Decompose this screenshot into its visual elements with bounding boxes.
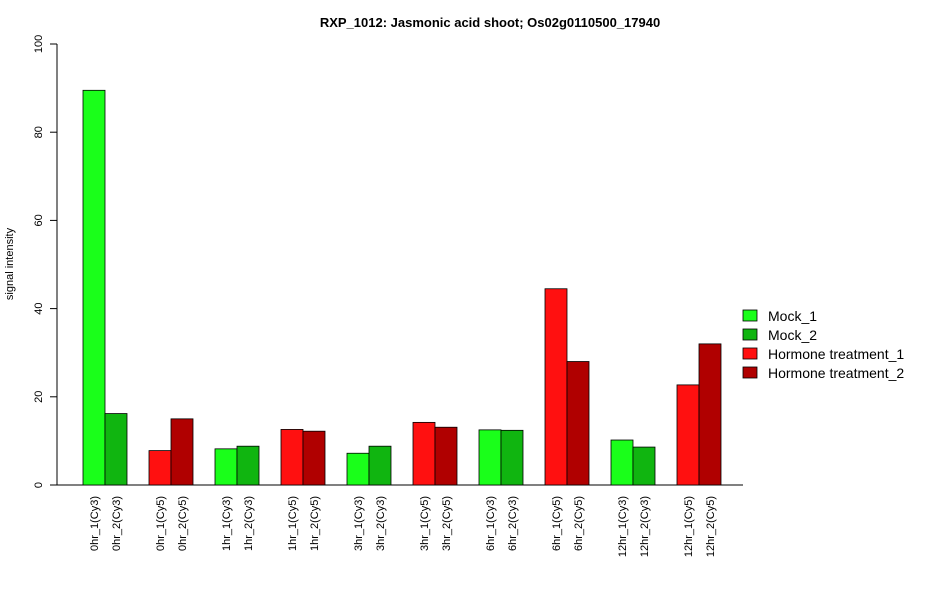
bar <box>544 288 568 486</box>
bar <box>676 384 700 486</box>
y-tick-label: 0 <box>33 482 45 488</box>
bar <box>236 445 260 486</box>
x-tick-label: 3hr_1(Cy3) <box>353 496 365 551</box>
legend-label: Hormone treatment_1 <box>768 346 904 362</box>
y-tick-label: 40 <box>33 302 45 314</box>
x-tick-label: 1hr_2(Cy3) <box>243 496 255 551</box>
legend: Mock_1 Mock_2 Hormone treatment_1 Hormone t… <box>742 308 904 381</box>
bar <box>478 429 502 486</box>
x-tick-labels: 0hr_1(Cy3) 0hr_2(Cy3) 0hr_1(Cy5) 0hr_2(Cy5)… <box>89 496 717 557</box>
bar <box>434 426 458 486</box>
bar <box>698 343 722 486</box>
x-tick-label: 1hr_1(Cy5) <box>287 496 299 551</box>
bar <box>412 421 436 486</box>
x-tick-label: 12hr_1(Cy5) <box>683 496 695 557</box>
x-tick-label: 12hr_1(Cy3) <box>617 496 629 557</box>
x-tick-label: 6hr_2(Cy5) <box>573 496 585 551</box>
x-tick-label: 3hr_1(Cy5) <box>419 496 431 551</box>
legend-swatch <box>742 347 758 360</box>
bar <box>500 429 524 486</box>
bar-series <box>82 89 722 486</box>
legend-swatch <box>742 309 758 322</box>
legend-label: Mock_1 <box>768 308 817 324</box>
bar <box>170 418 194 486</box>
legend-swatch <box>742 328 758 341</box>
x-tick-label: 0hr_1(Cy5) <box>155 496 167 551</box>
x-tick-label: 12hr_2(Cy5) <box>705 496 717 557</box>
x-tick-label: 3hr_2(Cy3) <box>375 496 387 551</box>
bar <box>566 361 590 486</box>
x-tick-label: 12hr_2(Cy3) <box>639 496 651 557</box>
y-tick-label: 100 <box>33 35 45 53</box>
bar <box>280 429 304 486</box>
x-tick-label: 6hr_2(Cy3) <box>507 496 519 551</box>
legend-label: Mock_2 <box>768 327 817 343</box>
bar <box>368 445 392 486</box>
bar <box>214 448 238 486</box>
legend-swatch <box>742 366 758 379</box>
x-tick-label: 6hr_1(Cy3) <box>485 496 497 551</box>
legend-label: Hormone treatment_2 <box>768 365 904 381</box>
x-tick-label: 6hr_1(Cy5) <box>551 496 563 551</box>
x-tick-label: 0hr_2(Cy3) <box>111 496 123 551</box>
chart-title: RXP_1012: Jasmonic acid shoot; Os02g0110… <box>320 15 660 30</box>
x-tick-label: 1hr_1(Cy3) <box>221 496 233 551</box>
bar <box>82 89 106 486</box>
bar <box>346 452 370 486</box>
bar <box>302 430 326 486</box>
bar <box>104 413 128 486</box>
x-tick-label: 1hr_2(Cy5) <box>309 496 321 551</box>
bar <box>610 439 634 486</box>
x-tick-label: 3hr_2(Cy5) <box>441 496 453 551</box>
x-tick-label: 0hr_2(Cy5) <box>177 496 189 551</box>
y-tick-label: 80 <box>33 126 45 138</box>
y-tick-label: 60 <box>33 214 45 226</box>
bar <box>632 446 656 486</box>
x-tick-label: 0hr_1(Cy3) <box>89 496 101 551</box>
y-tick-label: 20 <box>33 391 45 403</box>
y-axis: 0 20 40 60 80 100 <box>33 35 58 488</box>
bar <box>148 450 172 486</box>
y-axis-label: signal intensity <box>4 227 16 300</box>
